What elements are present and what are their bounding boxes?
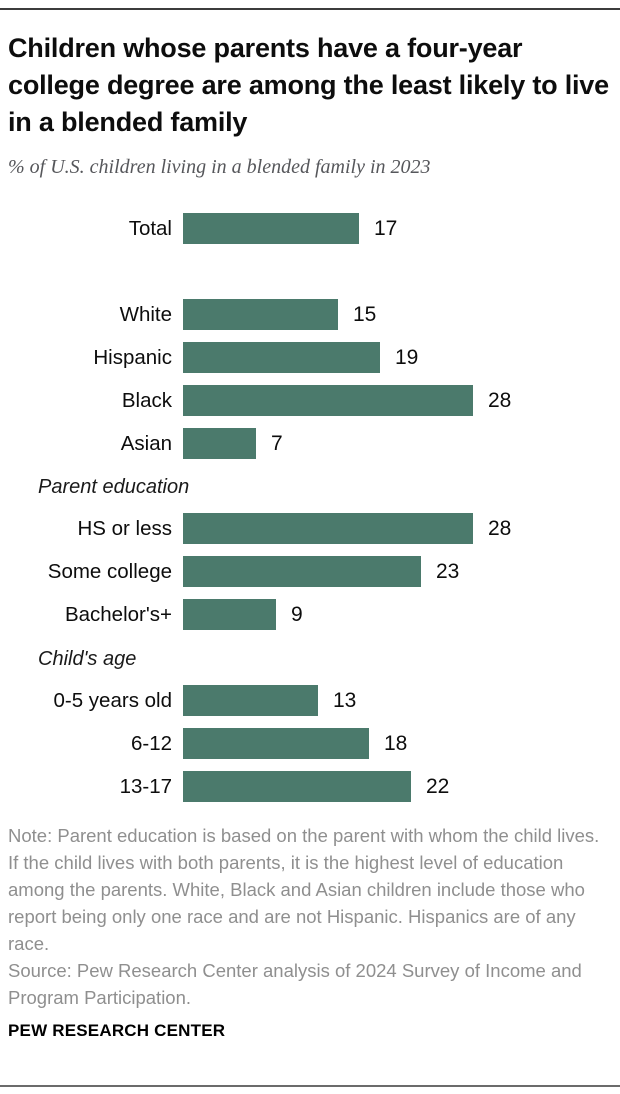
bar-area: 28: [183, 385, 612, 416]
bar-value: 18: [384, 731, 408, 755]
top-rule: [0, 8, 620, 10]
bar-label: Bachelor's+: [64, 602, 172, 626]
bar: [183, 771, 411, 802]
bar-row: Bachelor's+ 9: [8, 599, 612, 630]
bar-group: Parent education HS or less 28 Some college…: [8, 476, 612, 630]
bar-value: 13: [333, 688, 357, 712]
bar-label: White: [119, 302, 172, 326]
bar: [183, 685, 318, 716]
bar-value: 15: [353, 302, 377, 326]
bar-label: Hispanic: [93, 345, 172, 369]
bar: [183, 556, 421, 587]
bar-row: 6-12 18: [8, 728, 612, 759]
bar-value: 28: [488, 516, 512, 540]
bar-row: 13-17 22: [8, 771, 612, 802]
bar-row: Hispanic 19: [8, 342, 612, 373]
bar-value: 23: [436, 559, 460, 583]
bar-value: 9: [291, 602, 303, 626]
bar-area: 28: [183, 513, 612, 544]
bar-label: Black: [121, 388, 172, 412]
bar-group: Total 17: [8, 213, 612, 244]
bar-value: 19: [395, 345, 419, 369]
bar-area: 17: [183, 213, 612, 244]
bar-row: Asian 7: [8, 428, 612, 459]
bar-label: HS or less: [77, 516, 172, 540]
bar-area: 13: [183, 685, 612, 716]
bar-label: Some college: [47, 559, 172, 583]
bar-area: 18: [183, 728, 612, 759]
bar: [183, 728, 369, 759]
bar-row: Some college 23: [8, 556, 612, 587]
bar-area: 22: [183, 771, 612, 802]
bar: [183, 513, 473, 544]
bar-row: White 15: [8, 299, 612, 330]
section-header: Parent education: [38, 476, 190, 498]
bar-area: 15: [183, 299, 612, 330]
bar-area: 9: [183, 599, 612, 630]
note-text: Note: Parent education is based on the p…: [8, 825, 600, 954]
bar-value: 7: [271, 431, 283, 455]
bar: [183, 299, 338, 330]
bottom-rule: [0, 1085, 620, 1087]
bar-value: 28: [488, 388, 512, 412]
bar-label: 0-5 years old: [53, 688, 172, 712]
source-text: Source: Pew Research Center analysis of …: [8, 960, 582, 1008]
bar: [183, 342, 380, 373]
bar-row: HS or less 28: [8, 513, 612, 544]
bar-group: Child's age 0-5 years old 13 6-12 18 13-17 22: [8, 648, 612, 802]
footnotes: Note: Parent education is based on the p…: [8, 822, 612, 1011]
bar-label: 13-17: [119, 774, 172, 798]
bar-value: 17: [374, 216, 398, 240]
chart-card: Children whose parents have a four-year …: [0, 8, 620, 1087]
bar-area: 19: [183, 342, 612, 373]
bar-area: 7: [183, 428, 612, 459]
section-header: Child's age: [38, 648, 137, 670]
brand-wordmark: PEW RESEARCH CENTER: [8, 1021, 226, 1040]
bar-value: 22: [426, 774, 450, 798]
bar: [183, 385, 473, 416]
bar: [183, 213, 359, 244]
chart-subtitle: % of U.S. children living in a blended f…: [8, 156, 431, 178]
bar-label: Total: [128, 216, 172, 240]
bar: [183, 599, 276, 630]
bar-chart: Total 17 White 15 Hispanic 19 Black 28 Asian 7 Par…: [8, 213, 612, 802]
bar-group: White 15 Hispanic 19 Black 28 Asian 7: [8, 299, 612, 459]
chart-title: Children whose parents have a four-year …: [8, 33, 609, 137]
bar-row: 0-5 years old 13: [8, 685, 612, 716]
bar-label: 6-12: [130, 731, 172, 755]
bar-label: Asian: [120, 431, 172, 455]
bar: [183, 428, 256, 459]
bar-row: Total 17: [8, 213, 612, 244]
bar-area: 23: [183, 556, 612, 587]
bar-row: Black 28: [8, 385, 612, 416]
